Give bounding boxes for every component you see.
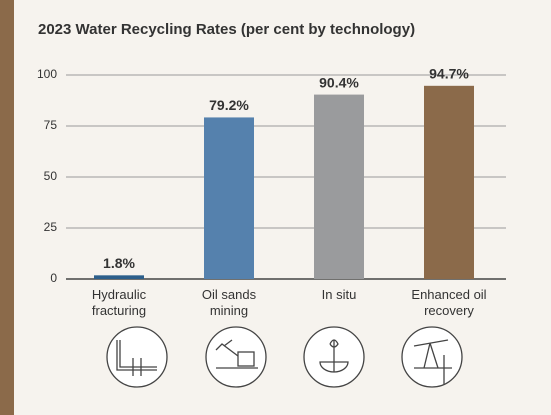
icon-insitu: [303, 326, 365, 388]
x-tick-label: Enhanced oil recovery: [411, 287, 487, 318]
value-label: 90.4%: [319, 74, 359, 90]
y-tick-label: 25: [44, 220, 58, 234]
x-tick-label: Hydraulic fracturing: [91, 287, 147, 318]
value-label: 79.2%: [209, 97, 249, 113]
y-tick-label: 75: [44, 118, 58, 132]
bar: [314, 94, 364, 279]
x-tick-label: Oil sands mining: [201, 287, 257, 318]
icon-mining: [205, 326, 267, 388]
bar: [94, 275, 144, 279]
y-tick-label: 50: [44, 169, 58, 183]
value-label: 94.7%: [429, 66, 469, 82]
icon-hydraulic: [106, 326, 168, 388]
x-tick-label: In situ: [321, 287, 357, 302]
y-tick-label: 100: [37, 67, 57, 81]
value-label: 1.8%: [103, 255, 135, 271]
y-tick-label: 0: [50, 271, 57, 285]
side-strip: [0, 0, 14, 415]
icon-eor: [401, 326, 463, 388]
bar: [424, 85, 474, 279]
bar: [204, 117, 254, 279]
chart-title: 2023 Water Recycling Rates (per cent by …: [38, 21, 415, 38]
